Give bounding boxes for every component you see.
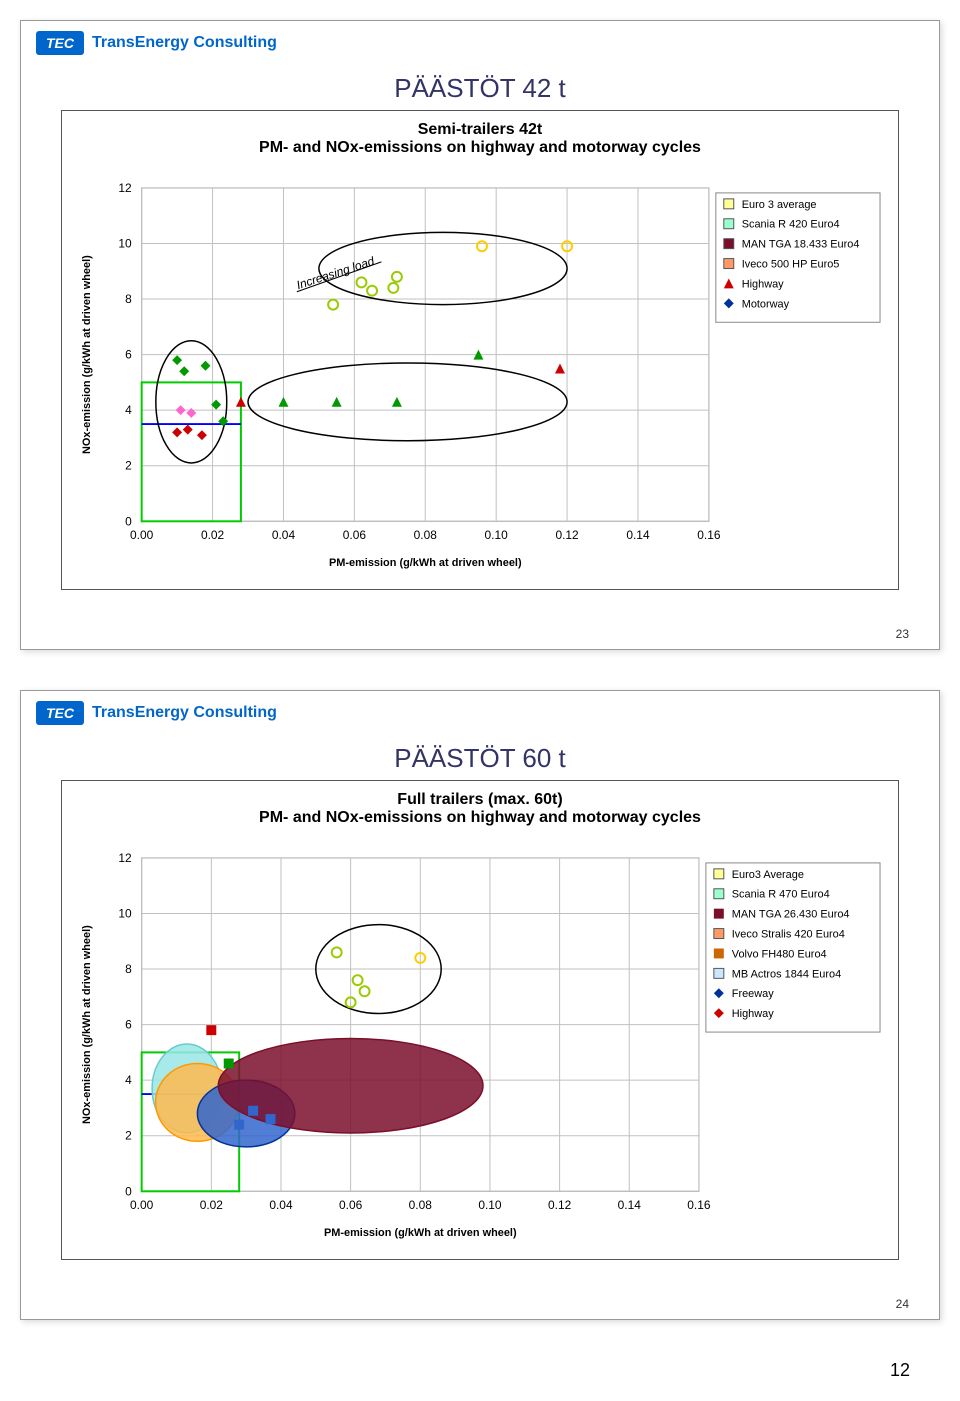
slide1-number: 23 — [896, 627, 909, 641]
svg-text:Euro 3 average: Euro 3 average — [742, 199, 817, 211]
svg-text:10: 10 — [118, 906, 132, 920]
slide1-chart-box: Semi-trailers 42t PM- and NOx-emissions … — [61, 110, 899, 590]
svg-text:MAN TGA 18.433 Euro4: MAN TGA 18.433 Euro4 — [742, 239, 860, 251]
svg-text:Volvo FH480 Euro4: Volvo FH480 Euro4 — [732, 948, 827, 960]
svg-text:0.16: 0.16 — [687, 1198, 711, 1212]
svg-text:2: 2 — [125, 1129, 132, 1143]
svg-text:4: 4 — [125, 403, 132, 417]
svg-text:8: 8 — [125, 292, 132, 306]
svg-text:Highway: Highway — [742, 278, 784, 290]
svg-text:0.12: 0.12 — [548, 1198, 572, 1212]
svg-text:0: 0 — [125, 514, 132, 528]
logo-brand: TEC — [36, 31, 84, 55]
chart-title-text-2: Full trailers (max. 60t) PM- and NOx-emi… — [259, 791, 701, 826]
slide-2: TEC TransEnergy Consulting PÄÄSTÖT 60 t … — [20, 690, 940, 1320]
page-number: 12 — [20, 1360, 940, 1381]
svg-text:8: 8 — [125, 962, 132, 976]
logo-name: TransEnergy Consulting — [92, 34, 277, 52]
svg-text:0.00: 0.00 — [130, 1198, 154, 1212]
svg-text:0.14: 0.14 — [618, 1198, 642, 1212]
svg-text:0.04: 0.04 — [272, 528, 296, 542]
slide2-chart-title: Full trailers (max. 60t) PM- and NOx-emi… — [72, 791, 888, 827]
svg-text:0.04: 0.04 — [269, 1198, 293, 1212]
svg-text:0.06: 0.06 — [339, 1198, 363, 1212]
logo-name-2: TransEnergy Consulting — [92, 704, 277, 722]
svg-text:Iveco 500 HP Euro5: Iveco 500 HP Euro5 — [742, 259, 840, 271]
svg-text:MAN TGA 26.430 Euro4: MAN TGA 26.430 Euro4 — [732, 909, 850, 921]
svg-text:PM-emission (g/kWh at driven w: PM-emission (g/kWh at driven wheel) — [329, 557, 522, 569]
slide2-chart-svg: 0.00 0.02 0.04 0.06 0.08 0.10 0.12 0.14 0.16 0 2 4 6… — [72, 837, 888, 1257]
svg-text:PM-emission (g/kWh at driven w: PM-emission (g/kWh at driven wheel) — [324, 1227, 517, 1239]
svg-text:6: 6 — [125, 1018, 132, 1032]
svg-text:Iveco Stralis 420 Euro4: Iveco Stralis 420 Euro4 — [732, 929, 845, 941]
svg-text:0: 0 — [125, 1184, 132, 1198]
svg-text:0.02: 0.02 — [201, 528, 225, 542]
svg-text:Euro3 Average: Euro3 Average — [732, 869, 804, 881]
svg-text:10: 10 — [118, 236, 132, 250]
svg-text:6: 6 — [125, 348, 132, 362]
logo-brand-2: TEC — [36, 701, 84, 725]
svg-text:0.06: 0.06 — [343, 528, 367, 542]
svg-text:0.16: 0.16 — [697, 528, 721, 542]
slide2-chart-box: Full trailers (max. 60t) PM- and NOx-emi… — [61, 780, 899, 1260]
svg-text:Scania R 420 Euro4: Scania R 420 Euro4 — [742, 219, 840, 231]
svg-text:Freeway: Freeway — [732, 988, 774, 1000]
svg-text:0.10: 0.10 — [485, 528, 509, 542]
svg-text:0.08: 0.08 — [409, 1198, 433, 1212]
svg-text:Highway: Highway — [732, 1008, 774, 1020]
svg-text:0.12: 0.12 — [555, 528, 579, 542]
svg-text:0.14: 0.14 — [626, 528, 650, 542]
svg-text:0.02: 0.02 — [200, 1198, 224, 1212]
svg-text:NOx-emission (g/kWh at driven: NOx-emission (g/kWh at driven wheel) — [81, 925, 93, 1124]
svg-text:Scania R 470 Euro4: Scania R 470 Euro4 — [732, 889, 830, 901]
svg-text:0.00: 0.00 — [130, 528, 154, 542]
slide1-title: PÄÄSTÖT 42 t — [21, 73, 939, 104]
svg-text:NOx-emission (g/kWh at driven: NOx-emission (g/kWh at driven wheel) — [81, 255, 93, 454]
logo-bar: TEC TransEnergy Consulting — [21, 21, 939, 65]
chart-title-text: Semi-trailers 42t PM- and NOx-emissions … — [259, 121, 701, 156]
slide1-chart-svg: 0.00 0.02 0.04 0.06 0.08 0.10 0.12 0.14 0.16 0 2 4 6… — [72, 167, 888, 587]
svg-text:MB Actros 1844 Euro4: MB Actros 1844 Euro4 — [732, 968, 841, 980]
svg-text:12: 12 — [118, 181, 132, 195]
svg-text:2: 2 — [125, 459, 132, 473]
svg-text:0.08: 0.08 — [414, 528, 438, 542]
logo-bar-2: TEC TransEnergy Consulting — [21, 691, 939, 735]
svg-text:Motorway: Motorway — [742, 298, 790, 310]
svg-text:4: 4 — [125, 1073, 132, 1087]
slide1-chart-title: Semi-trailers 42t PM- and NOx-emissions … — [72, 121, 888, 157]
slide2-number: 24 — [896, 1297, 909, 1311]
slide2-title: PÄÄSTÖT 60 t — [21, 743, 939, 774]
svg-text:12: 12 — [118, 851, 132, 865]
svg-text:0.10: 0.10 — [478, 1198, 502, 1212]
slide-1: TEC TransEnergy Consulting PÄÄSTÖT 42 t … — [20, 20, 940, 650]
